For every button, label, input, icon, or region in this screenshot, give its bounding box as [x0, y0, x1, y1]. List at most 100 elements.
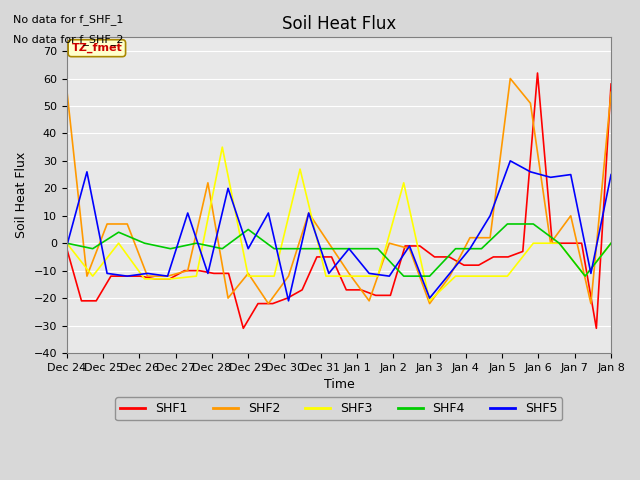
SHF3 [452, 273, 460, 279]
SHF5 [204, 271, 212, 276]
SHF2 [567, 213, 575, 218]
SHF5 [184, 210, 191, 216]
SHF3 [270, 273, 278, 279]
SHF5 [345, 246, 353, 252]
SHF1 [445, 254, 453, 260]
Line: SHF4: SHF4 [67, 224, 611, 276]
Line: SHF1: SHF1 [67, 73, 611, 328]
SHF4 [193, 240, 200, 246]
SHF1 [460, 262, 468, 268]
SHF4 [504, 221, 511, 227]
SHF1 [63, 246, 70, 252]
SHF1 [180, 268, 188, 274]
SHF3 [477, 273, 485, 279]
SHF1 [151, 276, 159, 282]
SHF3 [244, 273, 252, 279]
SHF5 [224, 185, 232, 191]
SHF1 [431, 254, 438, 260]
SHF3 [166, 276, 174, 282]
SHF5 [567, 172, 575, 178]
SHF5 [143, 271, 151, 276]
SHF5 [587, 271, 595, 276]
SHF2 [184, 268, 191, 274]
SHF2 [466, 235, 474, 240]
SHF2 [264, 300, 272, 306]
SHF4 [400, 273, 408, 279]
SHF4 [581, 273, 589, 279]
SHF5 [264, 210, 272, 216]
Line: SHF5: SHF5 [67, 161, 611, 301]
Legend: SHF1, SHF2, SHF3, SHF4, SHF5: SHF1, SHF2, SHF3, SHF4, SHF5 [115, 397, 563, 420]
SHF2 [547, 240, 554, 246]
SHF2 [305, 210, 312, 216]
SHF1 [401, 243, 409, 249]
SHF2 [365, 298, 373, 304]
SHF1 [136, 273, 144, 279]
SHF5 [506, 158, 514, 164]
SHF2 [204, 180, 212, 186]
SHF1 [504, 254, 512, 260]
SHF1 [92, 298, 100, 304]
SHF5 [385, 273, 393, 279]
Text: TZ_fmet: TZ_fmet [72, 43, 122, 53]
SHF4 [63, 240, 70, 246]
SHF2 [83, 273, 91, 279]
SHF5 [547, 174, 554, 180]
SHF1 [210, 271, 218, 276]
SHF4 [322, 246, 330, 252]
SHF4 [244, 227, 252, 232]
SHF5 [83, 169, 91, 175]
SHF1 [342, 287, 350, 293]
SHF2 [103, 221, 111, 227]
SHF2 [506, 76, 514, 82]
SHF2 [143, 273, 151, 279]
SHF5 [244, 246, 252, 252]
SHF2 [446, 273, 454, 279]
SHF4 [115, 229, 122, 235]
SHF5 [325, 271, 333, 276]
SHF1 [77, 298, 85, 304]
Text: No data for f_SHF_2: No data for f_SHF_2 [13, 34, 124, 45]
SHF3 [400, 180, 408, 186]
SHF4 [529, 221, 537, 227]
SHF1 [328, 254, 335, 260]
SHF1 [122, 273, 129, 279]
SHF4 [89, 246, 97, 252]
SHF3 [193, 273, 200, 279]
SHF5 [607, 172, 615, 178]
SHF4 [218, 246, 226, 252]
SHF1 [284, 295, 291, 301]
SHF3 [218, 144, 226, 150]
SHF1 [548, 240, 556, 246]
SHF3 [374, 273, 381, 279]
SHF1 [607, 81, 615, 87]
SHF5 [285, 298, 292, 304]
Title: Soil Heat Flux: Soil Heat Flux [282, 15, 396, 33]
SHF2 [164, 273, 172, 279]
SHF3 [426, 298, 433, 304]
SHF2 [486, 235, 494, 240]
SHF1 [490, 254, 497, 260]
SHF5 [63, 243, 70, 249]
SHF1 [269, 300, 276, 306]
SHF1 [195, 268, 203, 274]
SHF3 [581, 273, 589, 279]
SHF5 [305, 210, 312, 216]
SHF4 [607, 240, 615, 246]
SHF1 [313, 254, 321, 260]
SHF3 [141, 276, 148, 282]
SHF3 [89, 273, 97, 279]
Y-axis label: Soil Heat Flux: Soil Heat Flux [15, 152, 28, 238]
SHF5 [124, 273, 131, 279]
SHF3 [115, 240, 122, 246]
SHF1 [107, 273, 115, 279]
SHF1 [225, 271, 232, 276]
SHF3 [556, 240, 563, 246]
X-axis label: Time: Time [324, 378, 355, 391]
SHF5 [527, 169, 534, 175]
SHF4 [477, 246, 485, 252]
SHF1 [239, 325, 247, 331]
Line: SHF3: SHF3 [67, 147, 611, 301]
SHF4 [296, 246, 304, 252]
SHF2 [224, 295, 232, 301]
